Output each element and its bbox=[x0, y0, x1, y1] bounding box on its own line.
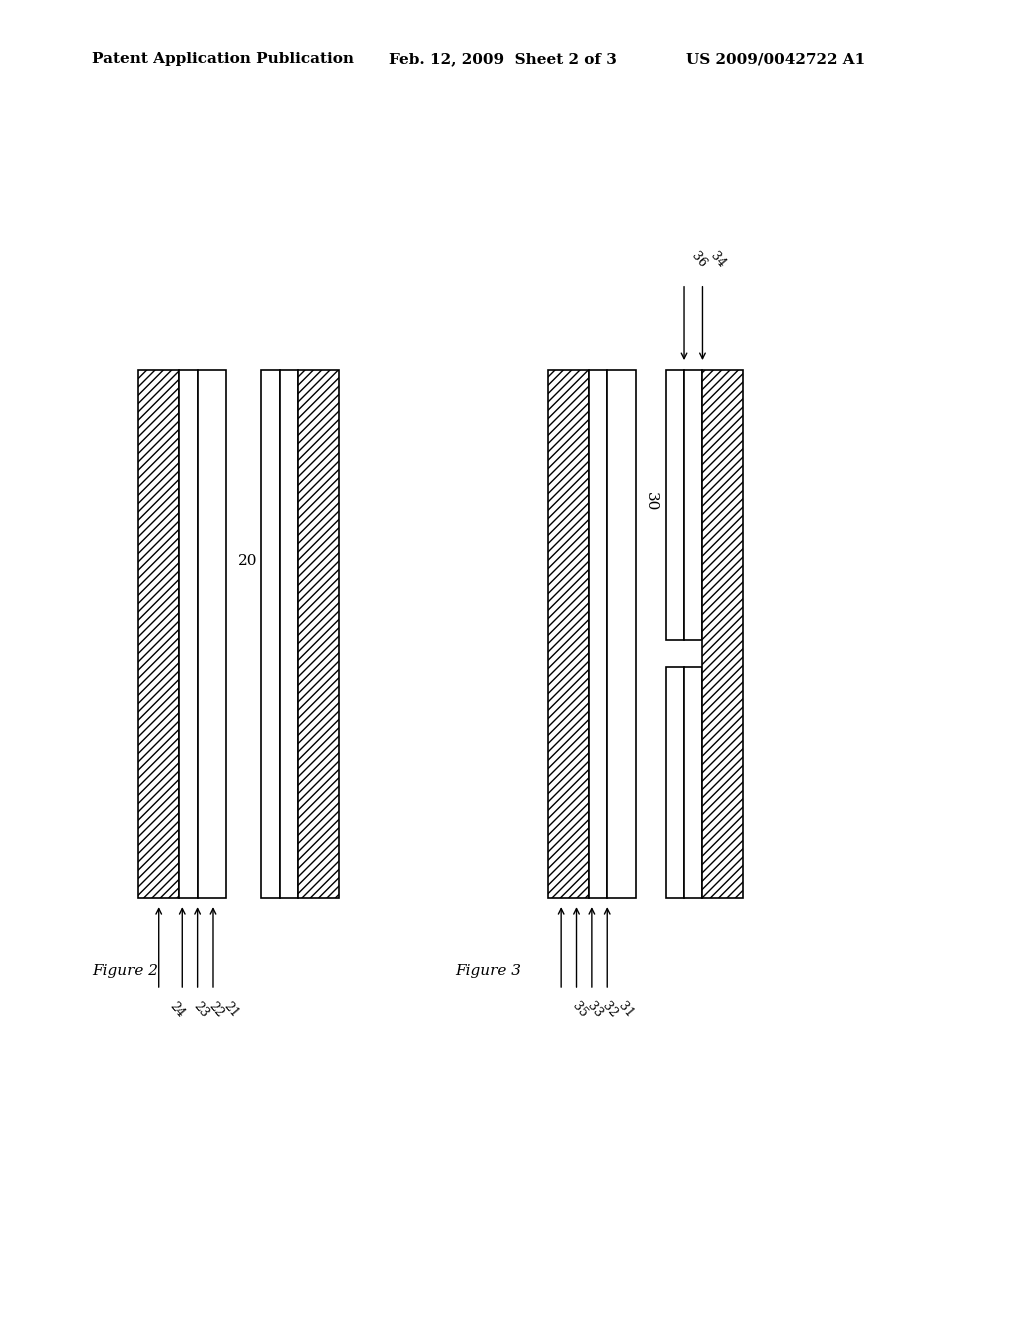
FancyBboxPatch shape bbox=[702, 370, 743, 898]
Text: 31: 31 bbox=[615, 999, 636, 1020]
Text: 21: 21 bbox=[221, 999, 242, 1020]
FancyBboxPatch shape bbox=[589, 370, 607, 898]
Text: Patent Application Publication: Patent Application Publication bbox=[92, 53, 354, 66]
FancyBboxPatch shape bbox=[261, 370, 280, 898]
FancyBboxPatch shape bbox=[179, 370, 198, 898]
Text: 32: 32 bbox=[600, 999, 621, 1020]
Text: Feb. 12, 2009  Sheet 2 of 3: Feb. 12, 2009 Sheet 2 of 3 bbox=[389, 53, 617, 66]
FancyBboxPatch shape bbox=[666, 370, 684, 640]
Text: US 2009/0042722 A1: US 2009/0042722 A1 bbox=[686, 53, 865, 66]
Text: 35: 35 bbox=[569, 999, 590, 1020]
Text: 23: 23 bbox=[190, 999, 211, 1020]
FancyBboxPatch shape bbox=[684, 667, 702, 898]
FancyBboxPatch shape bbox=[198, 370, 226, 898]
FancyBboxPatch shape bbox=[298, 370, 339, 898]
Text: 24: 24 bbox=[167, 999, 187, 1020]
Text: 33: 33 bbox=[585, 999, 605, 1020]
Text: 20: 20 bbox=[238, 554, 258, 568]
Text: 36: 36 bbox=[689, 249, 710, 271]
Text: Figure 2: Figure 2 bbox=[92, 964, 158, 978]
Text: 30: 30 bbox=[644, 492, 658, 511]
FancyBboxPatch shape bbox=[607, 370, 636, 898]
FancyBboxPatch shape bbox=[280, 370, 298, 898]
FancyBboxPatch shape bbox=[666, 667, 684, 898]
Text: 34: 34 bbox=[708, 249, 728, 271]
Text: 22: 22 bbox=[206, 999, 226, 1019]
Text: Figure 3: Figure 3 bbox=[456, 964, 521, 978]
FancyBboxPatch shape bbox=[138, 370, 179, 898]
FancyBboxPatch shape bbox=[684, 370, 702, 640]
FancyBboxPatch shape bbox=[548, 370, 589, 898]
